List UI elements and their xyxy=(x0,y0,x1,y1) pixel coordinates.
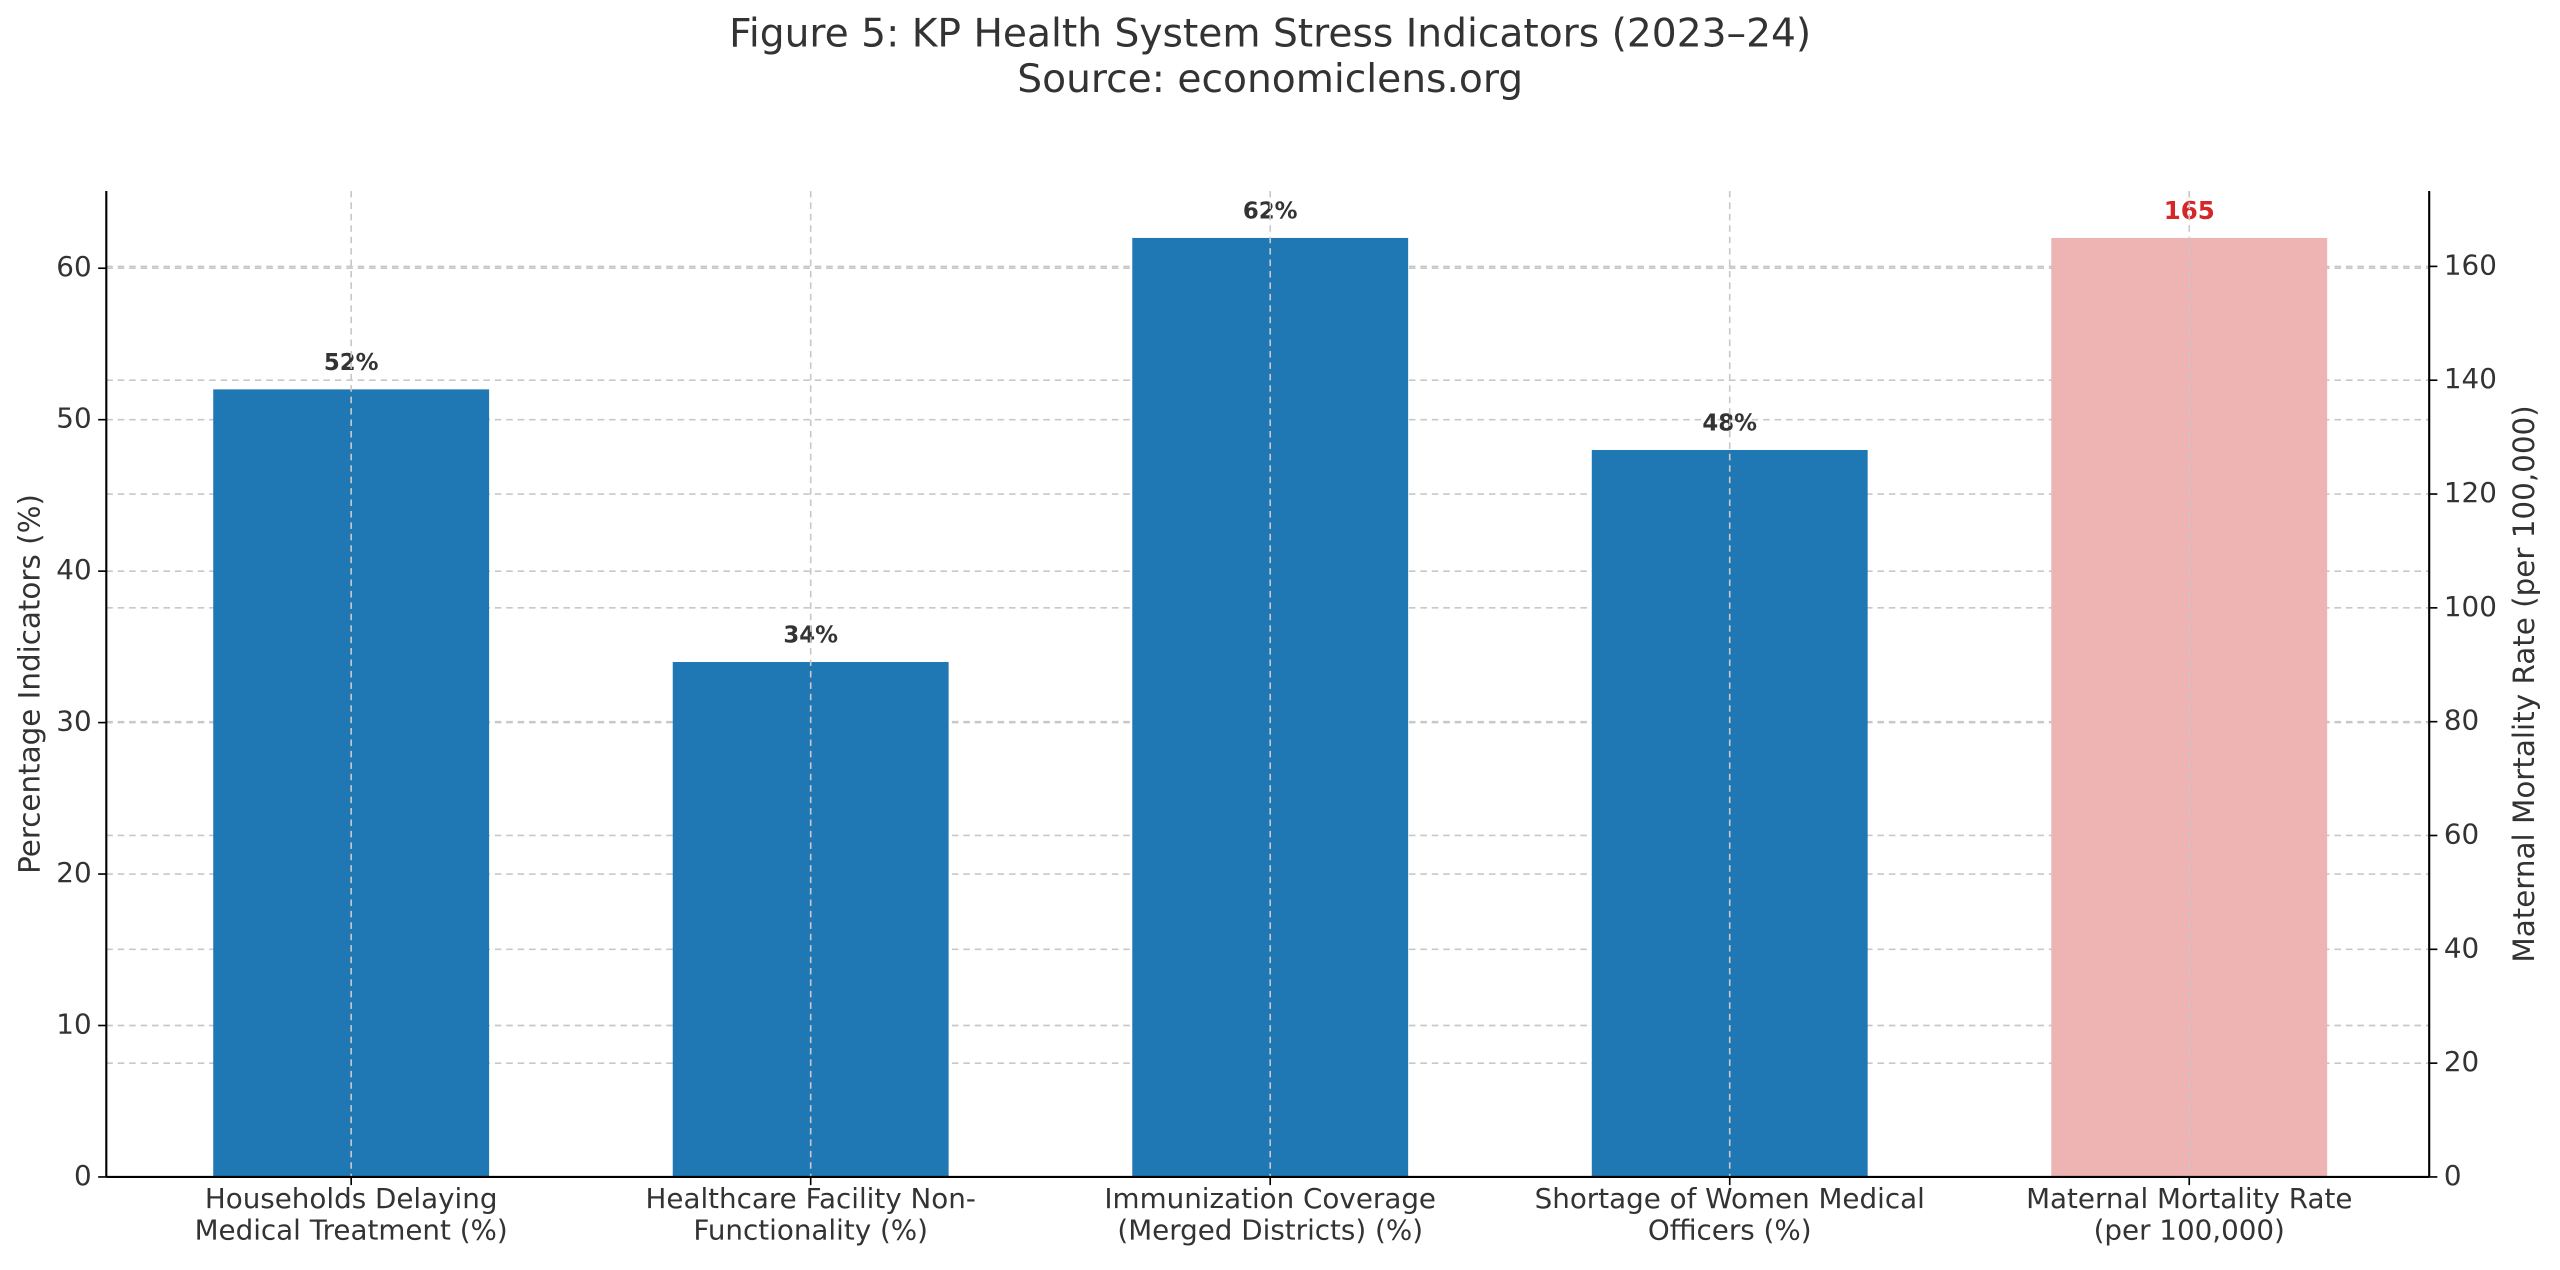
x-tick-label: Maternal Mortality Rate (per 100,000) xyxy=(2026,1182,2352,1247)
data-label: 62% xyxy=(1243,198,1298,224)
x-tick-label: Immunization Coverage (Merged Districts) … xyxy=(1104,1182,1436,1247)
y2-tick-label: 140 xyxy=(2444,362,2497,395)
y2-tick-label: 20 xyxy=(2444,1045,2479,1078)
y-tick-label: 40 xyxy=(56,553,91,586)
y-tick-label: 20 xyxy=(56,856,91,889)
x-tick-label: Shortage of Women Medical Officers (%) xyxy=(1535,1182,1925,1247)
x-tick-label: Healthcare Facility Non-Functionality (%… xyxy=(646,1182,976,1247)
y2-tick-label: 160 xyxy=(2444,248,2497,281)
y2-axis-label: Maternal Mortality Rate (per 100,000) xyxy=(2507,405,2541,962)
y-tick-label: 0 xyxy=(74,1159,92,1192)
y-tick-label: 10 xyxy=(56,1008,91,1041)
chart-title: Figure 5: KP Health System Stress Indica… xyxy=(729,11,1811,56)
chart-subtitle: Source: economiclens.org xyxy=(1017,57,1523,102)
y-tick-label: 60 xyxy=(56,250,91,283)
y2-tick-label: 100 xyxy=(2444,590,2497,623)
y-axis-label: Percentage Indicators (%) xyxy=(13,494,47,874)
data-label: 165 xyxy=(2164,196,2215,225)
y2-tick-label: 40 xyxy=(2444,931,2479,964)
y2-tick-label: 0 xyxy=(2444,1159,2462,1192)
y-tick-label: 50 xyxy=(56,402,91,435)
x-tick-label: Households Delaying Medical Treatment (%) xyxy=(195,1182,508,1247)
bar xyxy=(672,662,949,1177)
y2-tick-label: 60 xyxy=(2444,817,2479,850)
bar xyxy=(213,389,490,1177)
y-tick-label: 30 xyxy=(56,705,91,738)
y2-tick-label: 80 xyxy=(2444,704,2479,737)
y2-tick-label: 120 xyxy=(2444,476,2497,509)
